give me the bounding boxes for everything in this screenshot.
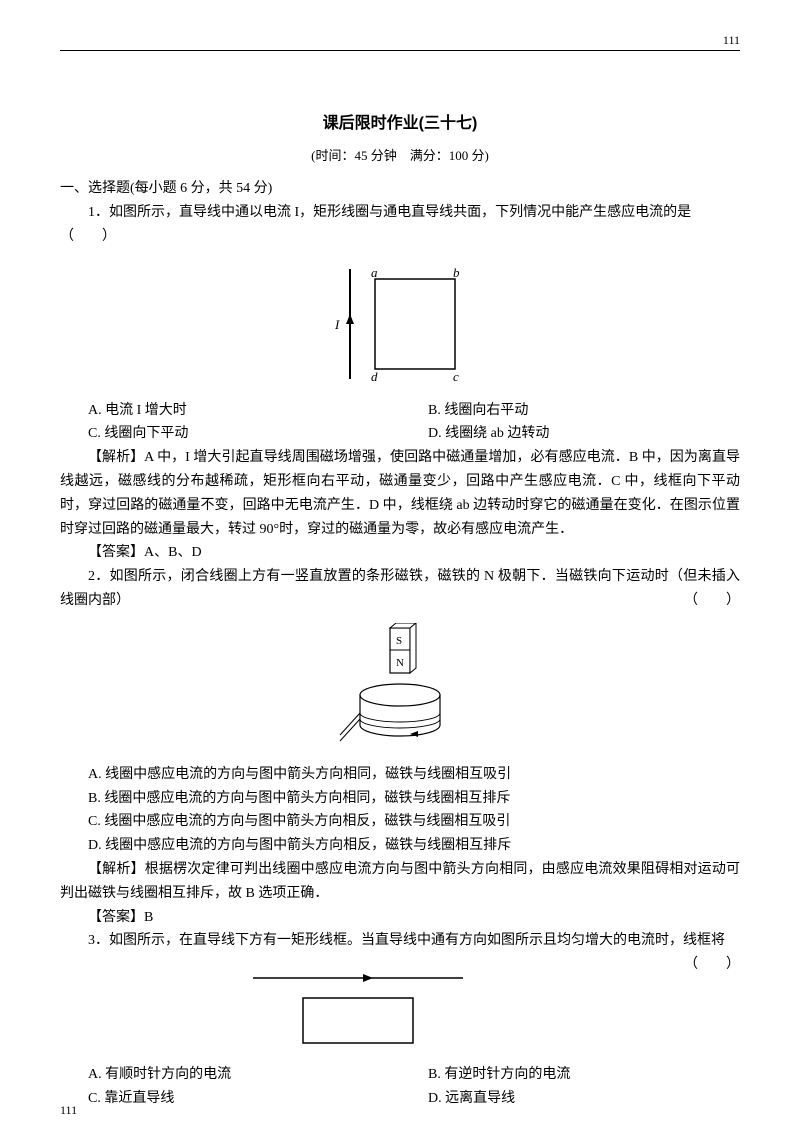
page-number-bottom: 111 — [60, 1100, 77, 1120]
q1-figure: I a b c d — [60, 259, 740, 389]
content: 课后限时作业(三十七) (时间：45 分钟 满分：100 分) 一、选择题(每小… — [60, 110, 740, 1111]
q3-figure — [60, 963, 740, 1053]
q2-stem: 2．如图所示，闭合线圈上方有一竖直放置的条形磁铁，磁铁的 N 极朝下．当磁铁向下… — [60, 565, 740, 613]
q1-optA: A. 电流 I 增大时 — [60, 399, 400, 423]
header-rule — [60, 50, 740, 51]
q2-optA: A. 线圈中感应电流的方向与图中箭头方向相同，磁铁与线圈相互吸引 — [60, 763, 740, 787]
q1-analysis: 【解析】A 中，I 增大引起直导线周围磁场增强，使回路中磁通量增加，必有感应电流… — [60, 446, 740, 541]
q1-answer: 【答案】A、B、D — [60, 541, 740, 565]
q3-optD: D. 远离直导线 — [400, 1087, 740, 1111]
fig1-c: c — [453, 369, 459, 384]
q2-paren: （ ） — [656, 589, 740, 613]
fig2-N: N — [396, 657, 404, 669]
fig1-a: a — [371, 265, 378, 280]
q3-paren: （ ） — [656, 953, 740, 977]
q3-optB: B. 有逆时针方向的电流 — [400, 1063, 740, 1087]
q2-analysis: 【解析】根据楞次定律可判出线圈中感应电流方向与图中箭头方向相同，由感应电流效果阻… — [60, 858, 740, 906]
q3-stem: 3．如图所示，在直导线下方有一矩形线框。当直导线中通有方向如图所示且均匀增大的电… — [60, 929, 740, 953]
q2-optB: B. 线圈中感应电流的方向与图中箭头方向相同，磁铁与线圈相互排斥 — [60, 787, 740, 811]
q1-optB: B. 线圈向右平动 — [400, 399, 740, 423]
q3-optC: C. 靠近直导线 — [60, 1087, 400, 1111]
q2-options: A. 线圈中感应电流的方向与图中箭头方向相同，磁铁与线圈相互吸引 B. 线圈中感… — [60, 763, 740, 858]
q2-optD: D. 线圈中感应电流的方向与图中箭头方向相反，磁铁与线圈相互排斥 — [60, 834, 740, 858]
q1-optD: D. 线圈绕 ab 边转动 — [400, 422, 740, 446]
fig1-d: d — [371, 369, 378, 384]
q2-stem-text: 2．如图所示，闭合线圈上方有一竖直放置的条形磁铁，磁铁的 N 极朝下．当磁铁向下… — [60, 569, 740, 608]
q2-figure: S N — [60, 623, 740, 753]
q3-options: A. 有顺时针方向的电流 B. 有逆时针方向的电流 C. 靠近直导线 D. 远离… — [60, 1063, 740, 1111]
section-heading: 一、选择题(每小题 6 分，共 54 分) — [60, 177, 740, 201]
page: 111 课后限时作业(三十七) (时间：45 分钟 满分：100 分) 一、选择… — [0, 0, 800, 1141]
fig1-I: I — [334, 317, 340, 332]
q3-stem-text: 3．如图所示，在直导线下方有一矩形线框。当直导线中通有方向如图所示且均匀增大的电… — [88, 933, 725, 948]
q1-options: A. 电流 I 增大时 B. 线圈向右平动 C. 线圈向下平动 D. 线圈绕 a… — [60, 399, 740, 447]
fig2-S: S — [396, 635, 402, 647]
page-subtitle: (时间：45 分钟 满分：100 分) — [60, 145, 740, 167]
q2-optC: C. 线圈中感应电流的方向与图中箭头方向相反，磁铁与线圈相互吸引 — [60, 810, 740, 834]
page-number-top: 111 — [723, 30, 740, 50]
q1-optC: C. 线圈向下平动 — [60, 422, 400, 446]
fig1-b: b — [453, 265, 460, 280]
q3-optA: A. 有顺时针方向的电流 — [60, 1063, 400, 1087]
q2-answer: 【答案】B — [60, 906, 740, 930]
q1-paren: （ ） — [60, 225, 740, 249]
page-title: 课后限时作业(三十七) — [60, 110, 740, 137]
q1-stem: 1．如图所示，直导线中通以电流 I，矩形线圈与通电直导线共面，下列情况中能产生感… — [60, 201, 740, 225]
